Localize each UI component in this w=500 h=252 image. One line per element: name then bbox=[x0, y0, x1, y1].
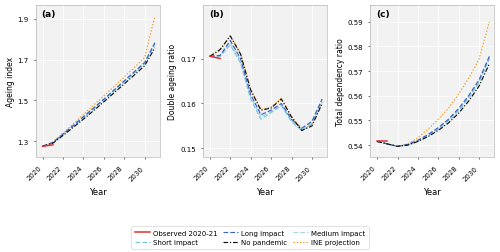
Y-axis label: Total dependency ratio: Total dependency ratio bbox=[336, 38, 344, 125]
Y-axis label: Double ageing ratio: Double ageing ratio bbox=[168, 44, 177, 120]
X-axis label: Year: Year bbox=[89, 187, 106, 196]
Text: (a): (a) bbox=[42, 10, 56, 19]
Text: (c): (c) bbox=[376, 10, 390, 19]
X-axis label: Year: Year bbox=[256, 187, 274, 196]
Y-axis label: Ageing index: Ageing index bbox=[6, 57, 15, 107]
Text: (b): (b) bbox=[209, 10, 224, 19]
Legend: Observed 2020-21, Short impact, Long impact, No pandemic, Medium impact, INE pro: Observed 2020-21, Short impact, Long imp… bbox=[132, 226, 368, 248]
X-axis label: Year: Year bbox=[424, 187, 441, 196]
